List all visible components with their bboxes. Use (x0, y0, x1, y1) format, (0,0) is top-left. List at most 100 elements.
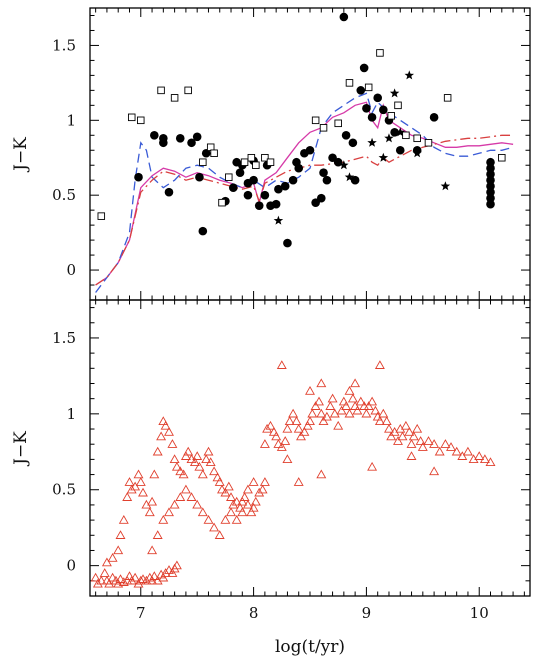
open-square-point (376, 49, 384, 57)
triangle-point (259, 439, 270, 448)
star-point (339, 160, 349, 170)
triangle-point (167, 439, 178, 448)
filled-circle-point (254, 201, 264, 210)
open-square-point (170, 94, 179, 102)
triangle-point (259, 477, 270, 486)
bottom-panel-ticks (90, 300, 530, 597)
triangle-point (180, 451, 191, 460)
filled-circle-point (198, 226, 208, 236)
triangle-point (223, 481, 234, 491)
triangle-point (96, 575, 107, 585)
open-square-point (345, 79, 354, 87)
triangle-point (408, 431, 419, 441)
triangle-point (135, 477, 146, 486)
triangle-point (282, 423, 293, 433)
star-point (440, 181, 451, 191)
triangle-point (282, 454, 293, 464)
triangle-point (201, 454, 212, 464)
filled-circle-point (175, 133, 185, 143)
triangle-point (250, 496, 261, 506)
filled-circle-point (486, 187, 495, 197)
filled-circle-point (283, 238, 292, 248)
triangle-point (363, 401, 374, 410)
triangle-point (397, 431, 408, 441)
triangle-point (429, 439, 440, 448)
x-tick-label: 9 (362, 604, 372, 622)
filled-circle-point (305, 145, 315, 155)
triangle-point (133, 578, 144, 588)
open-square-point (210, 149, 218, 158)
triangle-point (147, 545, 158, 555)
filled-circle-point (367, 113, 377, 122)
filled-circle-point (134, 172, 143, 182)
triangle-point (138, 487, 148, 497)
triangle-point (104, 578, 115, 588)
filled-circle-point (486, 193, 495, 203)
triangle-point (220, 487, 231, 497)
triangle-point (305, 416, 315, 426)
triangle-point (400, 420, 411, 430)
triangle-point (321, 411, 332, 421)
triangle-point (367, 396, 378, 406)
triangle-point (386, 431, 397, 441)
triangle-point (158, 572, 169, 582)
filled-circle-point (429, 113, 439, 122)
triangle-point (440, 439, 451, 448)
triangle-point (276, 360, 287, 369)
y-tick-label: 1 (66, 111, 76, 129)
triangle-point (135, 575, 146, 585)
triangle-point (167, 568, 178, 577)
triangle-point (144, 507, 155, 517)
triangle-point (180, 484, 191, 494)
triangle-point (124, 477, 135, 486)
triangle-point (361, 408, 372, 418)
triangle-point (316, 469, 327, 479)
open-square-point (184, 86, 192, 95)
filled-circle-point (280, 181, 290, 191)
filled-circle-point (249, 175, 258, 185)
open-square-point (498, 153, 506, 162)
triangle-point (374, 416, 385, 426)
triangle-point (318, 416, 329, 426)
top-y-tick-labels: 0 0.5 1 1.5 (52, 36, 76, 279)
open-square-point (402, 131, 410, 140)
triangle-point (164, 426, 174, 436)
filled-circle-point (486, 163, 495, 173)
triangle-point (214, 530, 225, 539)
triangle-point (302, 420, 313, 430)
triangle-point (299, 426, 310, 436)
triangle-point (171, 560, 182, 570)
top-y-axis-label: J−K (11, 137, 31, 173)
star-point (395, 127, 406, 137)
triangle-point (239, 492, 250, 501)
bottom-y-axis-label: J−K (11, 431, 31, 467)
model-curve-solid (95, 101, 514, 286)
filled-circle-point (319, 168, 328, 178)
triangle-point (178, 469, 189, 479)
filled-circle-point (362, 104, 371, 113)
open-square-point (387, 112, 395, 120)
filled-circle-point (359, 63, 369, 73)
triangle-point (291, 416, 302, 426)
triangle-point (254, 487, 265, 497)
triangle-point (310, 401, 321, 410)
triangle-point (378, 408, 389, 418)
filled-circle-point (486, 175, 495, 185)
star-point (378, 152, 389, 162)
open-square-point (394, 101, 402, 110)
filled-circle-point (486, 181, 495, 191)
star-point (367, 137, 377, 147)
triangle-point (457, 451, 468, 460)
triangle-point (429, 466, 440, 476)
filled-circle-point (274, 184, 283, 194)
triangle-point (171, 461, 182, 471)
triangle-point (367, 461, 378, 471)
triangle-point (242, 499, 253, 509)
filled-circle-point (316, 193, 326, 203)
star-point (404, 70, 415, 80)
triangle-point (231, 496, 242, 506)
filled-circle-point (187, 138, 196, 148)
y-tick-label: 0.5 (52, 186, 76, 204)
triangle-point (288, 408, 299, 418)
